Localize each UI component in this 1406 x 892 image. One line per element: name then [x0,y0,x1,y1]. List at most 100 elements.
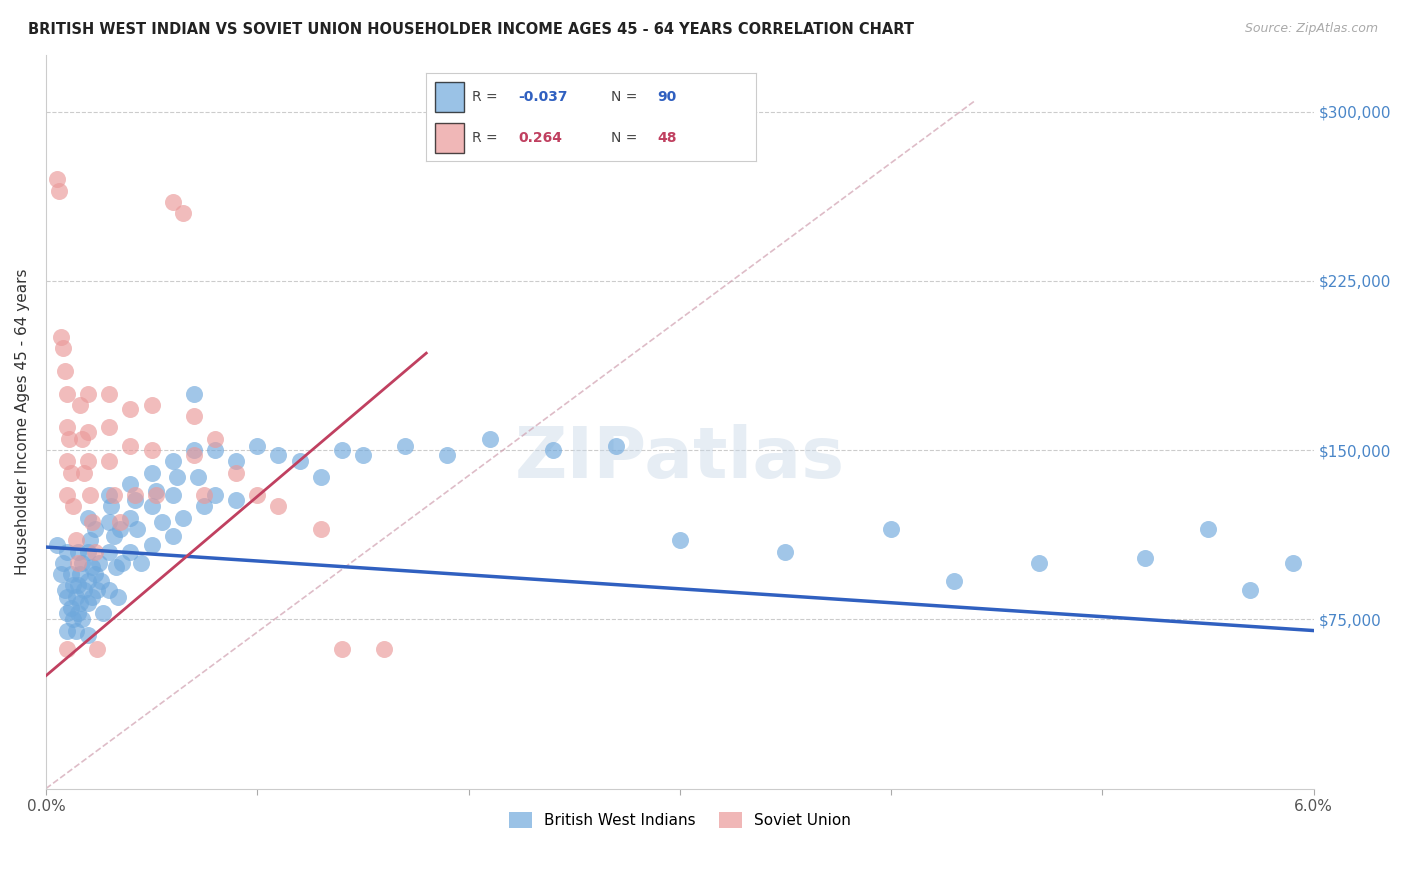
Point [73,582,96,597]
Point [77,425,100,439]
Point [53,364,76,378]
Point [73,466,96,480]
Point [79,488,101,502]
Point [77,386,100,401]
Point [267,500,290,514]
Point [103,488,125,502]
Point [77,544,100,558]
Point [172,510,194,524]
Point [100,500,122,514]
Point [669,533,692,548]
Point [98,544,121,558]
Point [45,172,67,186]
Point [204,432,226,446]
Point [70,432,93,446]
Point [103,529,125,543]
Point [91,606,114,620]
Point [52,556,75,570]
Point [56,624,79,638]
Point [86,582,108,597]
Point [162,529,184,543]
Point [124,492,146,507]
Point [98,488,121,502]
Point [246,438,269,452]
Point [225,466,247,480]
Point [82,590,104,604]
Point [53,582,76,597]
Text: Source: ZipAtlas.com: Source: ZipAtlas.com [1244,22,1378,36]
Point [56,590,79,604]
Point [66,544,89,558]
Point [66,606,89,620]
Point [145,483,167,498]
Point [183,386,205,401]
Point [1281,556,1303,570]
Point [56,386,79,401]
Point [183,443,205,458]
Point [77,574,100,588]
Point [69,567,91,582]
Point [330,443,353,458]
Point [246,488,269,502]
Point [65,590,87,604]
Point [162,454,184,468]
Point [60,601,83,615]
Point [56,488,79,502]
Point [183,448,205,462]
Point [77,628,100,642]
Point [193,488,215,502]
Point [60,466,83,480]
Point [77,597,100,611]
Point [605,438,627,452]
Point [82,560,104,574]
Point [90,574,112,588]
Point [98,386,121,401]
Point [129,556,152,570]
Point [52,342,75,356]
Point [120,438,142,452]
Point [352,448,374,462]
Point [48,184,70,198]
Point [172,206,194,220]
Point [111,556,134,570]
Point [267,448,290,462]
Point [204,488,226,502]
Point [49,567,72,582]
Point [56,454,79,468]
Point [141,398,163,412]
Point [120,476,142,491]
Point [141,500,163,514]
Point [56,544,79,558]
Point [82,515,104,529]
Point [1197,522,1219,536]
Point [65,533,87,548]
Point [162,488,184,502]
Point [108,522,131,536]
Point [107,590,129,604]
Point [70,556,93,570]
Point [83,567,105,582]
Point [225,492,247,507]
Point [478,432,501,446]
Point [77,510,100,524]
Point [880,522,903,536]
Point [62,612,84,626]
Point [83,544,105,558]
Point [77,454,100,468]
Point [288,454,311,468]
Y-axis label: Householder Income Ages 45 - 64 years: Householder Income Ages 45 - 64 years [15,268,30,575]
Legend: British West Indians, Soviet Union: British West Indians, Soviet Union [502,805,858,836]
Point [124,488,146,502]
Point [309,522,332,536]
Point [60,567,83,582]
Point [62,578,84,592]
Point [104,560,127,574]
Point [373,641,395,656]
Point [62,500,84,514]
Point [1239,582,1261,597]
Point [69,597,91,611]
Point [125,522,148,536]
Point [775,544,797,558]
Point [98,582,121,597]
Point [70,612,93,626]
